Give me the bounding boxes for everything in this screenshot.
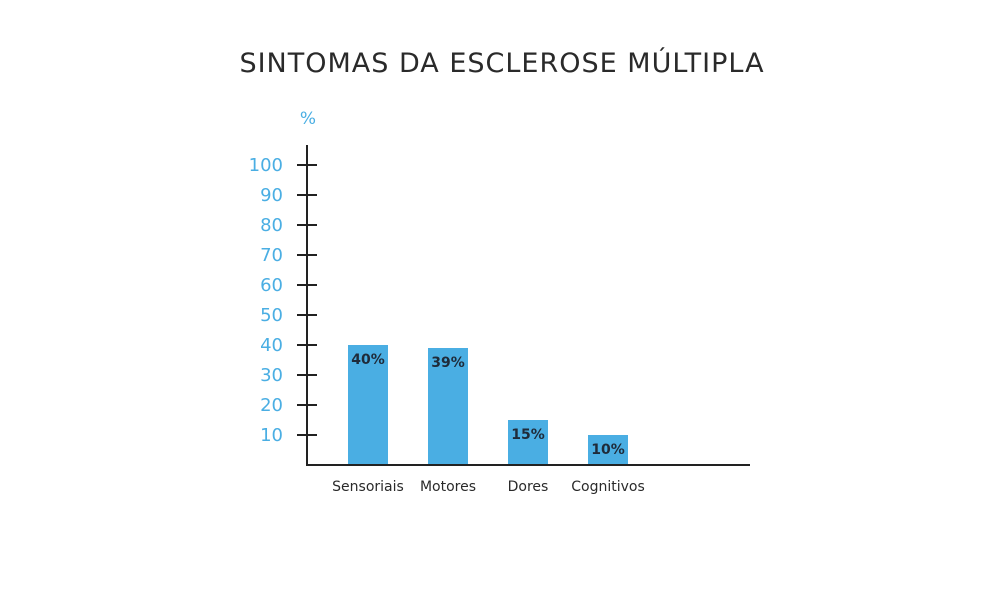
bar-dores: [508, 420, 548, 465]
x-axis-category-labels: Sensoriais Motores Dores Cognitivos: [332, 479, 645, 495]
y-tick-label: 10: [260, 425, 283, 446]
bar-cognitivos: [588, 435, 628, 465]
data-label: 40%: [351, 352, 385, 368]
bars: [348, 345, 628, 465]
data-label: 15%: [511, 427, 545, 443]
data-labels: 40% 39% 15% 10%: [351, 352, 625, 458]
bar-motores: [428, 348, 468, 465]
y-tick-label: 90: [260, 185, 283, 206]
category-label: Motores: [420, 479, 476, 495]
data-label: 39%: [431, 355, 465, 371]
y-tick-label: 40: [260, 335, 283, 356]
category-label: Cognitivos: [571, 479, 645, 495]
data-label: 10%: [591, 442, 625, 458]
y-tick-label: 30: [260, 365, 283, 386]
chart-title: SINTOMAS DA ESCLEROSE MÚLTIPLA: [239, 47, 764, 79]
y-tick-label: 60: [260, 275, 283, 296]
y-tick-label: 20: [260, 395, 283, 416]
category-label: Dores: [508, 479, 549, 495]
y-tick-label: 50: [260, 305, 283, 326]
y-tick-label: 80: [260, 215, 283, 236]
bar-sensoriais: [348, 345, 388, 465]
y-tick-label: 100: [249, 155, 283, 176]
category-label: Sensoriais: [332, 479, 404, 495]
y-axis-unit-label: %: [300, 109, 316, 129]
y-tick-label: 70: [260, 245, 283, 266]
